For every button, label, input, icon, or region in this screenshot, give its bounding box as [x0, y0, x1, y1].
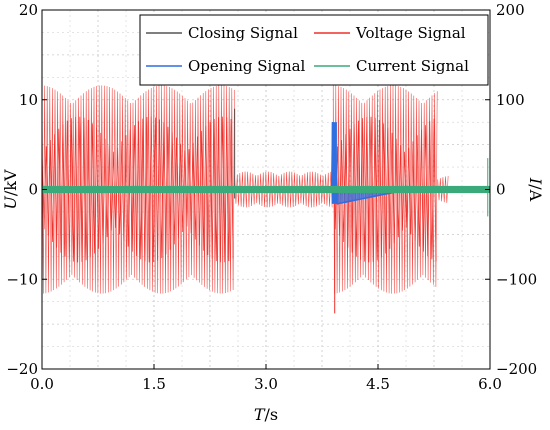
x-unit: /s	[265, 405, 279, 424]
x-tick-label: 3.0	[254, 375, 278, 393]
legend: Closing Signal Voltage Signal Opening Sign…	[139, 14, 489, 86]
x-tick-label: 4.5	[366, 375, 390, 393]
current-signal-band	[42, 185, 490, 194]
legend-box	[139, 14, 489, 86]
y-right-tick-label: −100	[496, 270, 537, 288]
ticks: 0.0 1.5 3.0 4.5 6.0−20−1001020−200−100010020…	[6, 1, 537, 393]
x-tick-label: 0.0	[30, 375, 54, 393]
y-axis-right-label: I/A	[526, 177, 545, 202]
legend-label: Voltage Signal	[355, 24, 466, 42]
y-axis-left-label: U/kV	[1, 169, 20, 210]
y-right-unit: /A	[526, 184, 545, 201]
y-left-tick-label: 20	[19, 1, 38, 19]
x-tick-label: 6.0	[478, 375, 502, 393]
y-right-tick-label: −200	[496, 360, 537, 378]
y-right-tick-label: 100	[496, 91, 525, 109]
x-axis-label: T/s	[254, 405, 278, 424]
y-left-tick-label: 0	[28, 181, 38, 199]
opening-signal-burst	[331, 122, 337, 204]
legend-label: Closing Signal	[188, 24, 298, 42]
legend-label: Current Signal	[356, 57, 469, 75]
y-left-tick-label: 10	[19, 91, 38, 109]
y-left-symbol: U	[1, 196, 20, 210]
legend-label: Opening Signal	[188, 57, 306, 75]
axis-labels: U/kV I/A T/s	[1, 169, 545, 424]
y-left-tick-label: −20	[6, 360, 38, 378]
x-tick-label: 1.5	[142, 375, 166, 393]
plot-area	[41, 85, 490, 314]
y-right-symbol: I	[526, 177, 545, 185]
y-right-tick-label: 0	[496, 181, 506, 199]
x-symbol: T	[254, 405, 266, 424]
y-left-tick-label: −10	[6, 270, 38, 288]
y-right-tick-label: 200	[496, 1, 525, 19]
y-left-unit: /kV	[1, 169, 20, 196]
